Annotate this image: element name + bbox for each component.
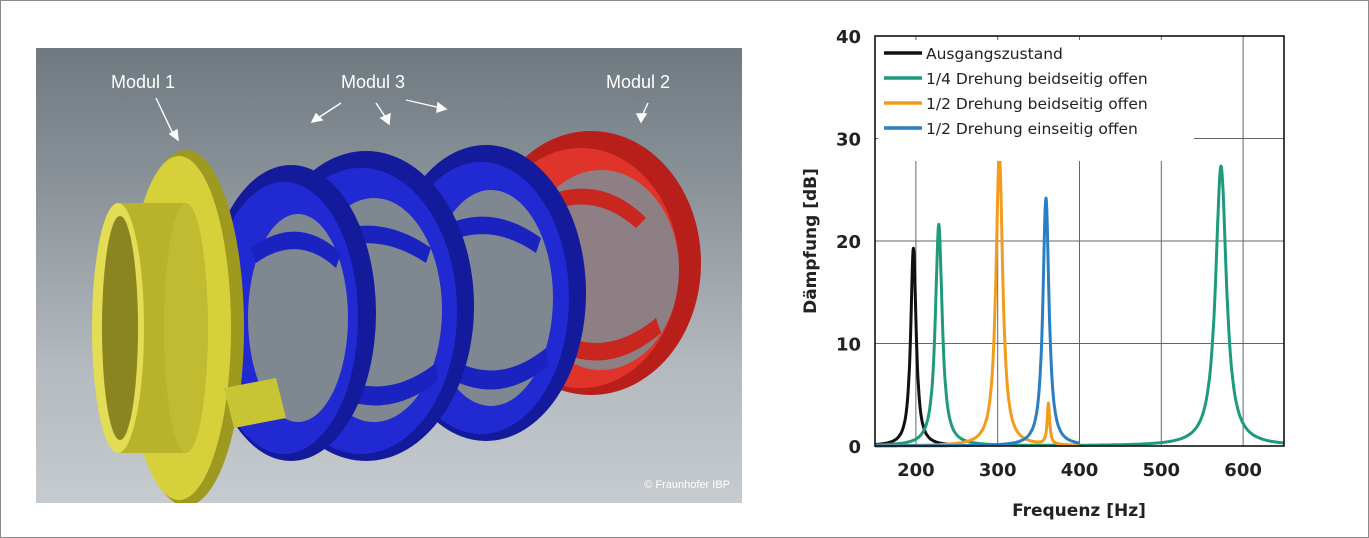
x-tick-label-2: 400 xyxy=(1061,460,1099,481)
chart-legend: Ausgangszustand 1/4 Drehung beidseitig of… xyxy=(884,45,1148,138)
x-tick-labels: 200 300 400 500 600 xyxy=(897,460,1262,481)
y-tick-label-2: 20 xyxy=(836,232,861,253)
legend-label-2: 1/2 Drehung beidseitig offen xyxy=(926,95,1148,113)
x-tick-label-0: 200 xyxy=(897,460,935,481)
y-tick-label-1: 10 xyxy=(836,335,861,356)
modul-2-label: Modul 2 xyxy=(606,72,671,92)
plot-frame xyxy=(874,35,1285,447)
x-tick-label-1: 300 xyxy=(979,460,1017,481)
legend-label-0: Ausgangszustand xyxy=(926,45,1063,63)
y-axis-label: Dämpfung [dB] xyxy=(801,168,821,314)
modul-1-label: Modul 1 xyxy=(111,72,176,92)
module-render-drawing xyxy=(92,97,701,503)
modul-3-label: Modul 3 xyxy=(341,72,406,92)
modul-1-flange xyxy=(92,150,286,503)
y-tick-label-3: 30 xyxy=(836,130,861,151)
legend-label-3: 1/2 Drehung einseitig offen xyxy=(926,120,1138,138)
x-axis-label: Frequenz [Hz] xyxy=(1012,501,1146,521)
y-tick-label-4: 40 xyxy=(836,27,861,48)
damping-chart: 200 300 400 500 600 0 10 20 30 40 Ausgangszustan… xyxy=(801,27,1286,521)
copyright-note: © Fraunhofer IBP xyxy=(644,479,730,491)
y-tick-labels: 0 10 20 30 40 xyxy=(836,27,861,458)
x-tick-label-3: 500 xyxy=(1143,460,1181,481)
y-tick-label-0: 0 xyxy=(848,437,861,458)
x-tick-label-4: 600 xyxy=(1224,460,1262,481)
module-render-image: Modul 1 Modul 3 Modul 2 © Fraunhofer IBP xyxy=(36,48,742,503)
legend-label-1: 1/4 Drehung beidseitig offen xyxy=(926,70,1148,88)
legend-box xyxy=(878,40,1194,161)
label-arrows xyxy=(155,97,649,142)
